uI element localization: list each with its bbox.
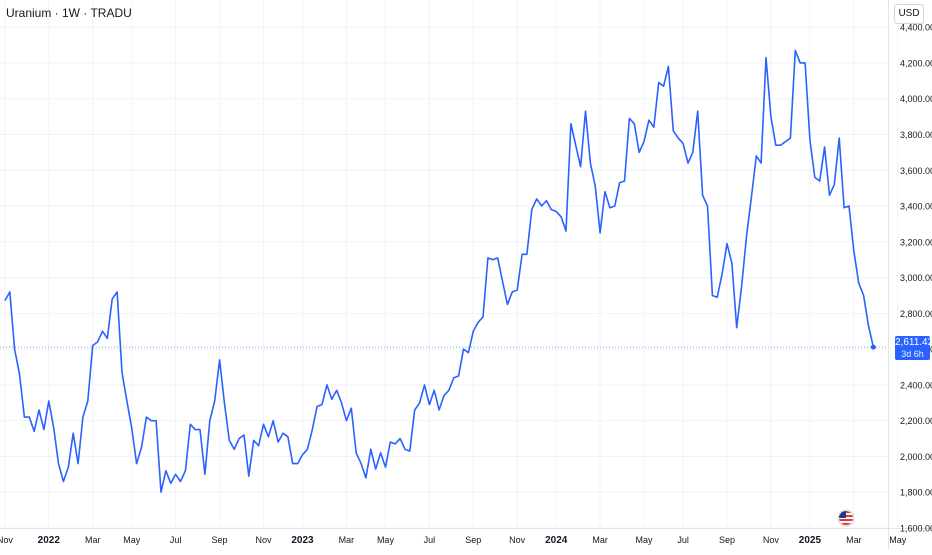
y-tick-label: 3,400.00 bbox=[900, 202, 932, 212]
y-tick-label: 4,000.00 bbox=[900, 94, 932, 104]
y-tick-label: 2,800.00 bbox=[900, 309, 932, 319]
x-tick-label: Sep bbox=[719, 535, 735, 545]
x-tick-label: 2025 bbox=[799, 535, 822, 546]
x-tick-label: May bbox=[636, 535, 654, 545]
x-tick-label: Jul bbox=[677, 535, 689, 545]
x-tick-label: Mar bbox=[85, 535, 101, 545]
x-tick-label: Nov bbox=[763, 535, 780, 545]
price-line bbox=[4, 49, 875, 494]
series-layer bbox=[0, 49, 888, 494]
x-tick-label: Mar bbox=[592, 535, 608, 545]
y-tick-label: 4,400.00 bbox=[900, 23, 932, 33]
time-scale[interactable]: Nov 2022 Mar May Jul Sep Nov 2023 Mar May Jul Sep No… bbox=[0, 535, 907, 546]
x-tick-label: 2023 bbox=[291, 535, 314, 546]
x-tick-label: 2024 bbox=[545, 535, 568, 546]
bar-countdown: 3d 6h bbox=[901, 349, 924, 359]
x-tick-label: Nov bbox=[0, 535, 13, 545]
price-scale[interactable]: 1,600.00 1,800.00 2,000.00 2,200.00 2,400.00… bbox=[900, 23, 932, 534]
y-tick-label: 2,200.00 bbox=[900, 416, 932, 426]
x-tick-label: Nov bbox=[255, 535, 272, 545]
x-tick-label: Mar bbox=[339, 535, 355, 545]
currency-button[interactable]: USD bbox=[894, 4, 924, 24]
x-tick-label: Jul bbox=[424, 535, 436, 545]
last-price-value: 2,611.42 bbox=[895, 337, 932, 348]
x-tick-label: Nov bbox=[509, 535, 526, 545]
x-tick-label: May bbox=[123, 535, 141, 545]
y-tick-label: 3,200.00 bbox=[900, 237, 932, 247]
symbol-title[interactable]: Uranium · 1W · TRADU bbox=[6, 6, 132, 20]
x-tick-label: May bbox=[377, 535, 395, 545]
y-tick-label: 2,000.00 bbox=[900, 452, 932, 462]
x-tick-label: Jul bbox=[170, 535, 182, 545]
x-tick-label: Sep bbox=[212, 535, 228, 545]
us-flag-icon[interactable] bbox=[837, 509, 855, 527]
x-tick-label: Sep bbox=[465, 535, 481, 545]
y-tick-label: 3,800.00 bbox=[900, 130, 932, 140]
x-tick-label: Mar bbox=[846, 535, 862, 545]
last-price-label: 2,611.42 3d 6h bbox=[895, 336, 932, 360]
y-tick-label: 2,400.00 bbox=[900, 380, 932, 390]
x-tick-label: 2022 bbox=[38, 535, 61, 546]
y-tick-label: 3,000.00 bbox=[900, 273, 932, 283]
y-tick-label: 4,200.00 bbox=[900, 58, 932, 68]
last-point-marker bbox=[870, 344, 876, 350]
y-tick-label: 1,600.00 bbox=[900, 524, 932, 534]
y-tick-label: 1,800.00 bbox=[900, 488, 932, 498]
y-tick-label: 3,600.00 bbox=[900, 166, 932, 176]
x-tick-label: May bbox=[889, 535, 907, 545]
